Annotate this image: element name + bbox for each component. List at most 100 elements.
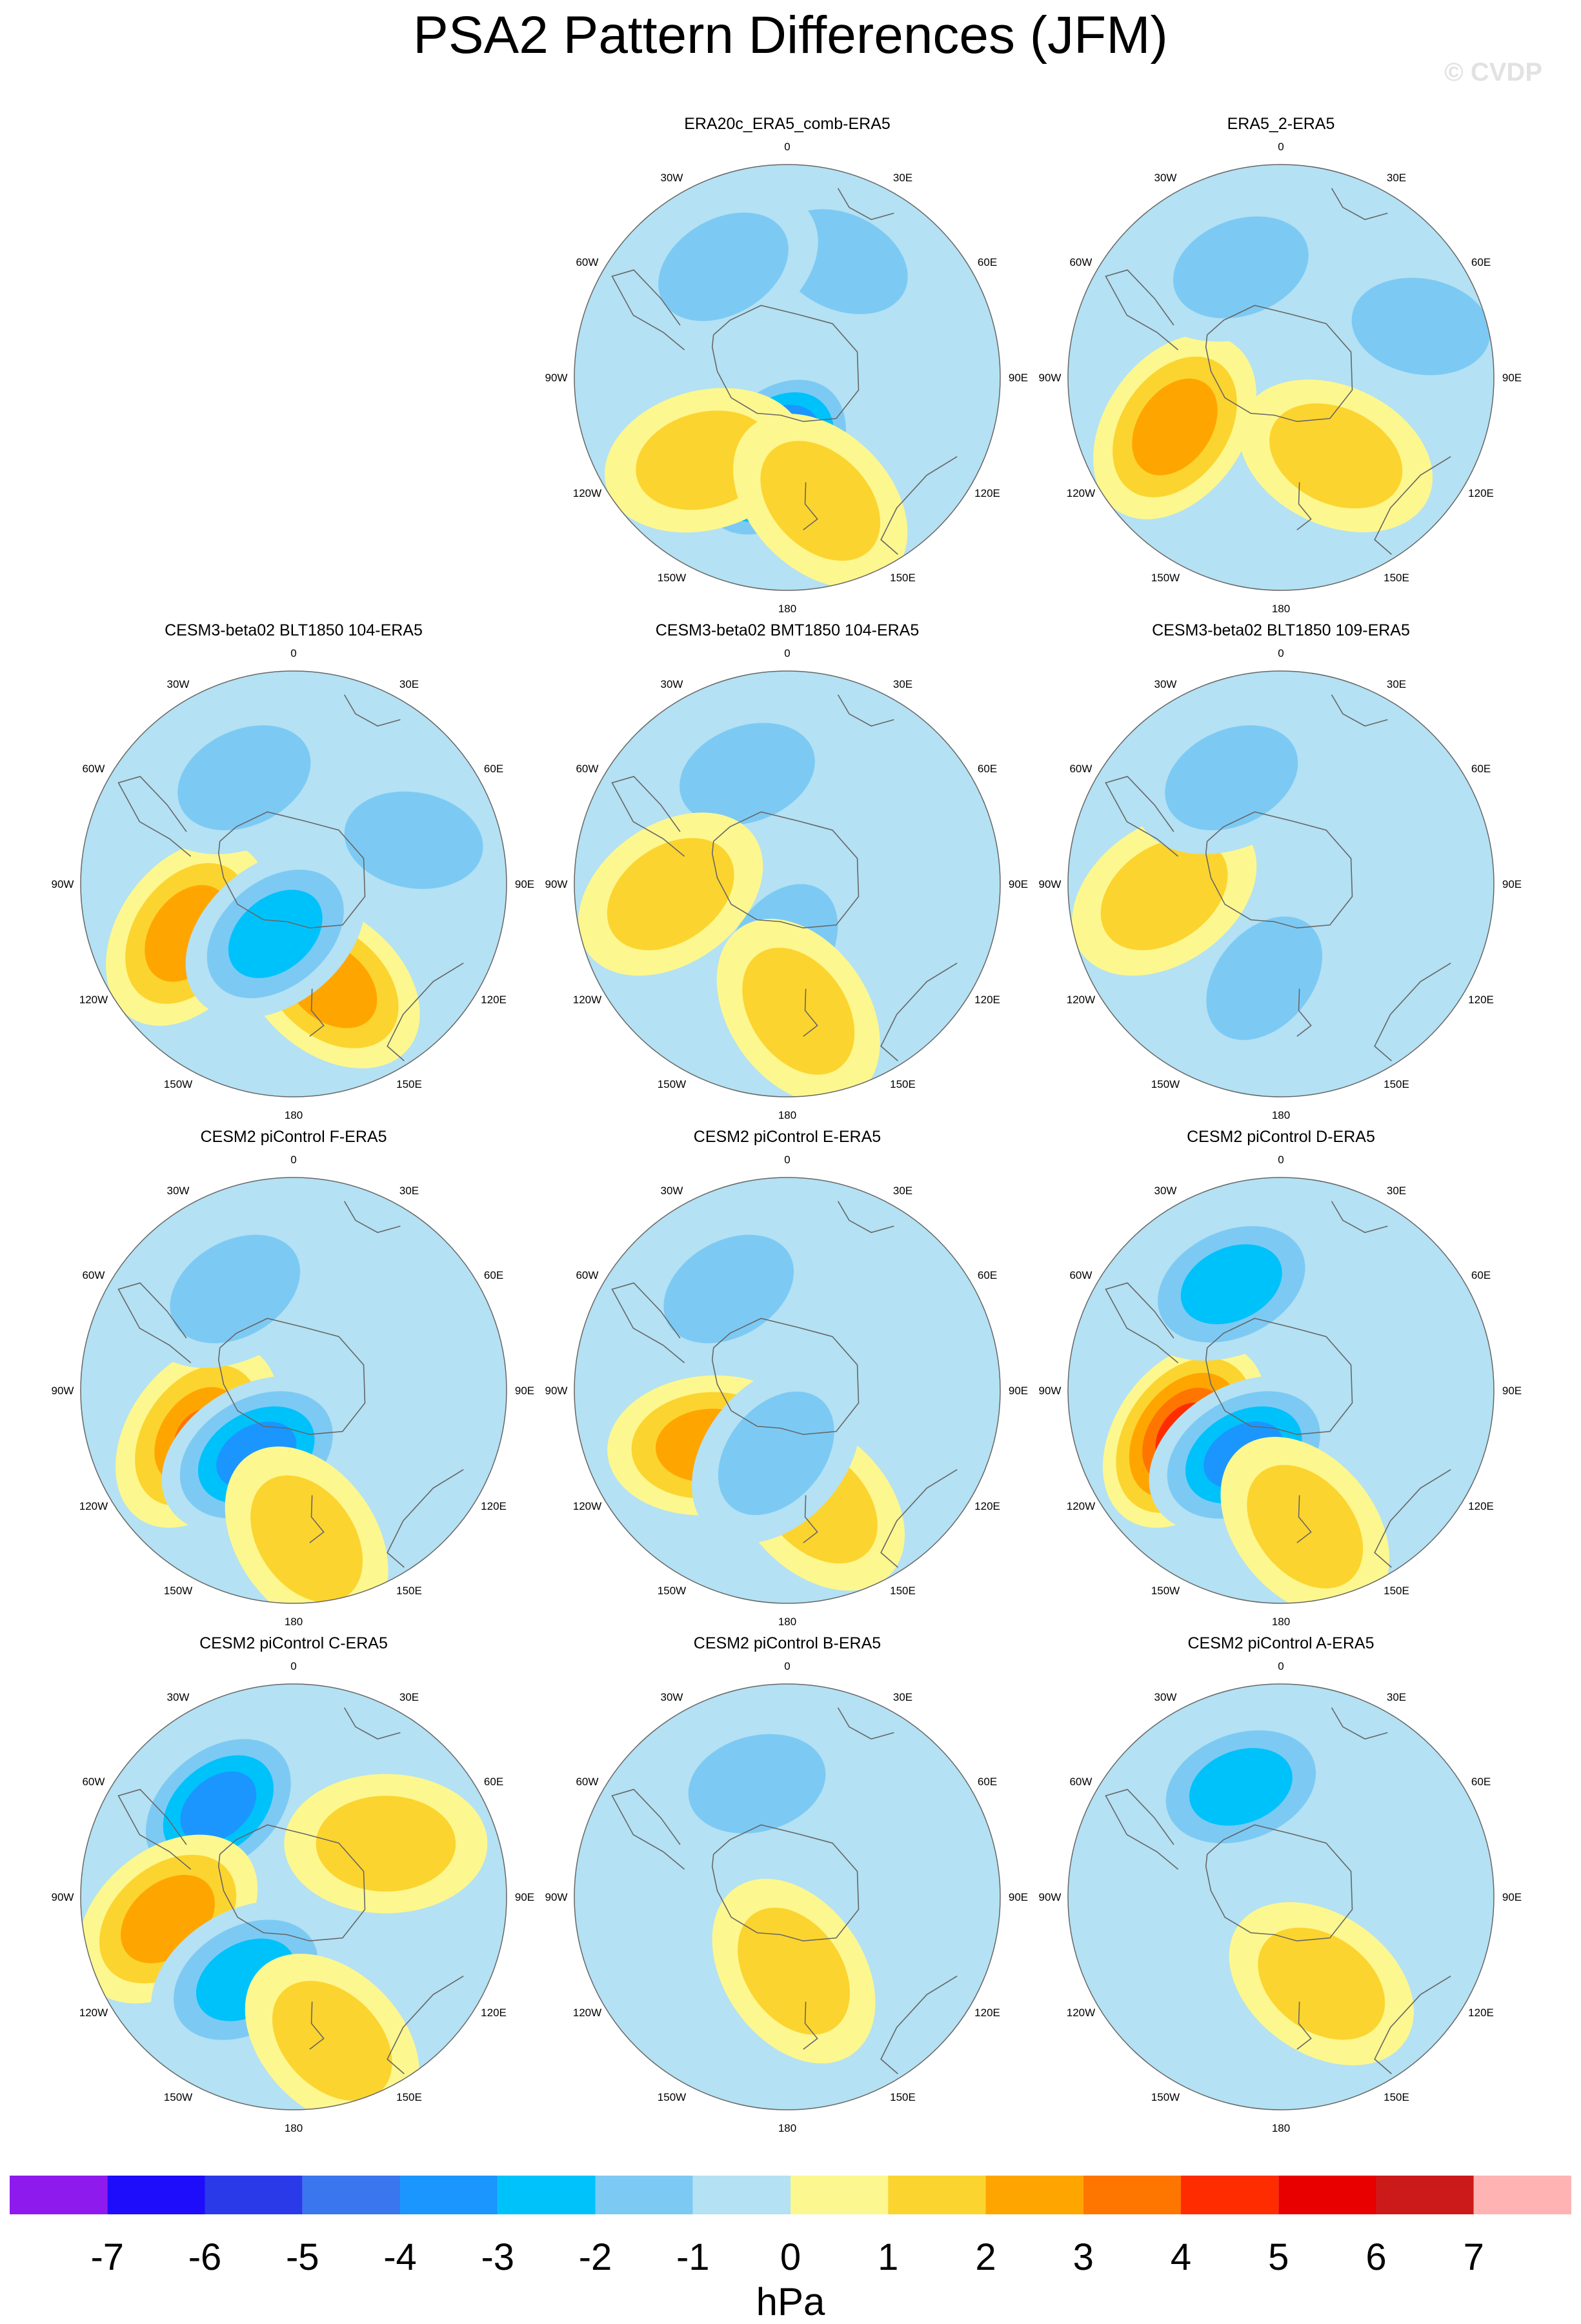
colorbar-tick-label: 4 (1170, 2236, 1192, 2278)
coastline (1105, 269, 1179, 350)
longitude-label: 120E (974, 2007, 1000, 2019)
longitude-label: 150E (396, 1078, 422, 1090)
contour-positive (742, 947, 855, 1075)
longitude-label: 120W (573, 1500, 601, 1512)
panel-title: CESM2 piControl F-ERA5 (200, 1128, 387, 1146)
longitude-label: 30E (893, 678, 912, 690)
contour-negative (658, 212, 789, 321)
longitude-label: 180 (778, 1109, 796, 1121)
coastline (1331, 1201, 1388, 1234)
longitude-label: 30E (399, 678, 419, 690)
longitude-label: 60E (978, 1776, 997, 1788)
longitude-label: 150E (890, 2091, 916, 2103)
colorbar-tick-label: 3 (1072, 2236, 1094, 2278)
panel-title: CESM2 piControl D-ERA5 (1187, 1128, 1375, 1146)
map-panel: CESM3-beta02 BMT1850 104-ERA5 0 30E 60E 90E 1… (542, 623, 1032, 1126)
panel-title: CESM2 piControl B-ERA5 (693, 1634, 881, 1652)
longitude-label: 0 (1278, 141, 1284, 153)
coastline (117, 776, 192, 857)
coastline (1105, 1788, 1179, 1870)
longitude-label: 60E (1471, 763, 1491, 775)
longitude-label: 120W (79, 2007, 108, 2019)
longitude-label: 120E (1468, 487, 1494, 499)
longitude-label: 30E (399, 1185, 419, 1197)
coastline (711, 1824, 860, 1942)
longitude-label: 90E (1009, 878, 1028, 890)
contour-positive (607, 837, 734, 950)
map-boundary (574, 1177, 1001, 1604)
longitude-label: 120W (1067, 994, 1095, 1006)
longitude-label: 60E (978, 763, 997, 775)
colorbar-swatch (10, 2176, 108, 2214)
coastline (711, 811, 860, 929)
panel-title: CESM2 piControl C-ERA5 (199, 1634, 388, 1652)
longitude-label: 90E (1502, 878, 1522, 890)
longitude-label: 150E (1384, 2091, 1409, 2103)
polar-map: 0 30E 60E 90E 120E 150E 180 150W 120W 90W 60W 30W (52, 1660, 535, 2134)
panel-title: CESM3-beta02 BLT1850 109-ERA5 (1152, 621, 1410, 639)
contour-negative (228, 890, 323, 979)
contour-negative (170, 1234, 301, 1343)
longitude-label: 90E (1502, 1385, 1522, 1397)
longitude-label: 0 (784, 1660, 790, 1672)
coastline (387, 963, 464, 1061)
colorbar-swatch (692, 2176, 790, 2214)
longitude-label: 150E (1384, 1078, 1409, 1090)
longitude-label: 120W (573, 994, 601, 1006)
coastline (217, 811, 366, 929)
map-panel: ERA5_2-ERA5 0 30E 60E 90E 120E 150E 180 150W 120W… (1036, 116, 1526, 619)
longitude-label: 150E (396, 1585, 422, 1597)
polar-map: 0 30E 60E 90E 120E 150E 180 150W 120W 90W 60W 30W (1039, 1660, 1522, 2134)
colorbar-swatch (1083, 2176, 1181, 2214)
contour-negative (1180, 1244, 1282, 1325)
longitude-label: 60E (978, 256, 997, 268)
coastline (1374, 963, 1451, 1061)
longitude-label: 90W (545, 372, 568, 384)
longitude-label: 180 (778, 603, 796, 615)
polar-map: 0 30E 60E 90E 120E 150E 180 150W 120W 90W 60W 30W (52, 1154, 535, 1628)
longitude-label: 30W (661, 172, 683, 184)
longitude-label: 60W (1069, 1776, 1092, 1788)
longitude-label: 60W (576, 256, 598, 268)
map-panel: CESM3-beta02 BLT1850 104-ERA5 0 30E 60E 90E 1… (48, 623, 539, 1126)
contour-negative (718, 1391, 834, 1516)
coastline (1331, 694, 1388, 727)
longitude-label: 150W (658, 572, 686, 584)
longitude-label: 0 (290, 1154, 296, 1166)
polar-map: 0 30E 60E 90E 120E 150E 180 150W 120W 90W 60W 30W (545, 647, 1029, 1121)
longitude-label: 90W (52, 1385, 74, 1397)
longitude-label: 150W (164, 1585, 192, 1597)
coastline (837, 1201, 894, 1234)
longitude-label: 180 (778, 2122, 796, 2134)
longitude-label: 60E (978, 1269, 997, 1281)
longitude-label: 90W (545, 1891, 568, 1903)
coastline (387, 1469, 464, 1568)
longitude-label: 150E (890, 1078, 916, 1090)
coastline (309, 2001, 325, 2050)
longitude-label: 60E (484, 763, 503, 775)
longitude-label: 90E (1009, 372, 1028, 384)
coastline (1296, 482, 1312, 530)
contour-positive (1100, 837, 1228, 950)
map-panel: CESM2 piControl F-ERA5 0 30E 60E 90E 120E 150E… (48, 1129, 539, 1632)
longitude-label: 150W (1151, 1585, 1180, 1597)
longitude-label: 150E (1384, 1585, 1409, 1597)
colorbar-swatch (1376, 2176, 1474, 2214)
coastline (1105, 776, 1179, 857)
longitude-label: 120E (1468, 2007, 1494, 2019)
longitude-label: 180 (1272, 2122, 1290, 2134)
longitude-label: 180 (1272, 603, 1290, 615)
coastline (1205, 811, 1353, 929)
units-label: hPa (756, 2280, 825, 2323)
longitude-label: 60E (1471, 256, 1491, 268)
contour-positive (1247, 1465, 1364, 1588)
polar-map: 0 30E 60E 90E 120E 150E 180 150W 120W 90W 60W 30W (1039, 141, 1522, 615)
map-panel: CESM2 piControl B-ERA5 0 30E 60E 90E 120E 150E… (542, 1636, 1032, 2139)
longitude-label: 180 (1272, 1109, 1290, 1121)
longitude-label: 0 (1278, 1154, 1284, 1166)
coastline (880, 456, 958, 555)
longitude-label: 30E (893, 1185, 912, 1197)
colorbar-swatch (400, 2176, 498, 2214)
colorbar-swatch (205, 2176, 303, 2214)
longitude-label: 120W (573, 487, 601, 499)
